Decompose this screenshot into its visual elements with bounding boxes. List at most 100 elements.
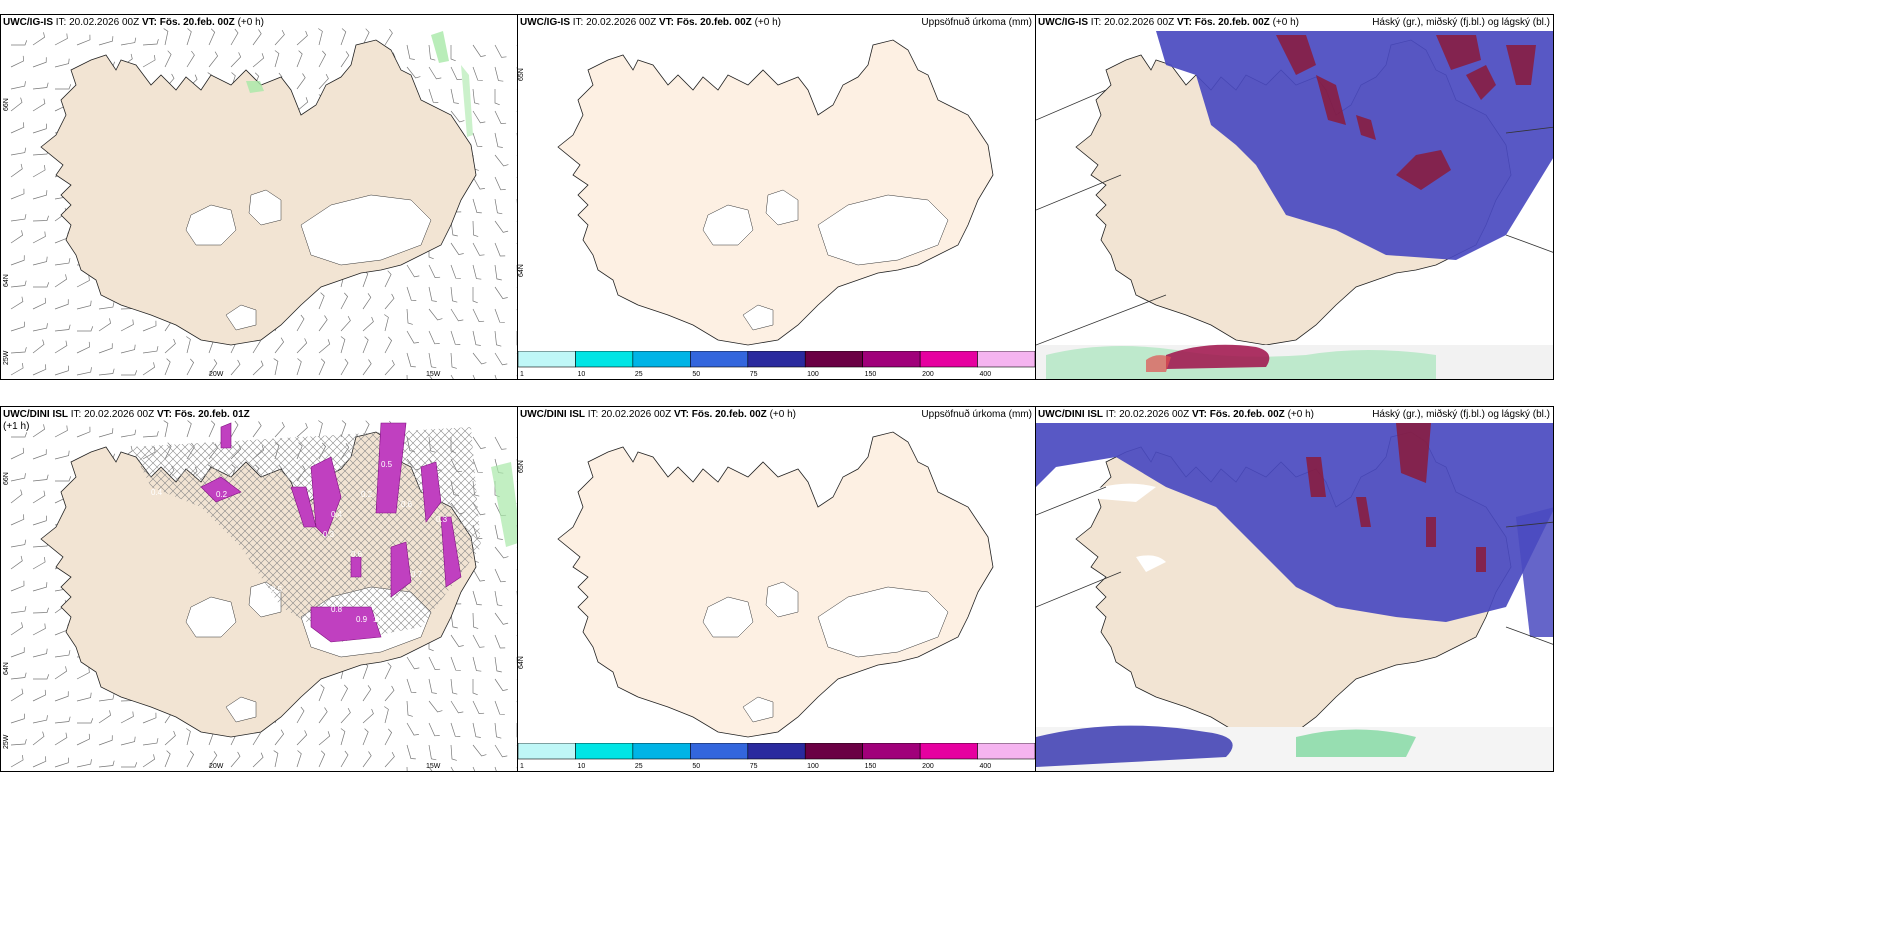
- wind-barb: [318, 731, 331, 746]
- wind-barb: [252, 53, 265, 68]
- wind-barb: [472, 308, 485, 322]
- wind-barb: [10, 280, 27, 288]
- wind-barb: [472, 744, 487, 757]
- wind-barb: [98, 343, 113, 354]
- lat-label: 64N: [518, 656, 525, 669]
- wind-barb: [296, 314, 305, 332]
- wind-barb: [494, 352, 508, 366]
- wind-barb: [428, 656, 441, 670]
- colorbar-swatch: [919, 743, 978, 760]
- wind-barb: [318, 420, 323, 438]
- wind-barb: [472, 88, 480, 105]
- wind-barb: [10, 230, 23, 244]
- lat-label: 64N: [3, 662, 10, 675]
- glacier: [225, 696, 257, 723]
- wind-barb: [296, 750, 302, 768]
- colorbar-tick-label: 150: [865, 371, 877, 378]
- wind-barb: [428, 264, 441, 278]
- wind-barb: [494, 722, 502, 739]
- contour-label: 0.5: [271, 585, 283, 594]
- wind-barb: [318, 684, 325, 702]
- wind-barb: [32, 231, 46, 244]
- wind-barb: [32, 190, 48, 200]
- wind-barb: [318, 73, 329, 90]
- wind-barb: [450, 308, 464, 322]
- wind-barb: [54, 666, 67, 680]
- wind-barb: [10, 163, 23, 178]
- wind-barb: [10, 739, 27, 746]
- panel-field-label: Háský (gr.), miðský (fj.bl.) og lágský (…: [1372, 409, 1550, 420]
- wind-barb: [10, 321, 25, 332]
- wind-barb: [406, 744, 416, 760]
- wind-barb: [186, 420, 192, 438]
- wind-barb: [32, 756, 47, 768]
- wind-barb: [296, 422, 308, 438]
- colorbar-tick-label: 100: [807, 763, 819, 770]
- lon-label: 15W: [426, 371, 441, 378]
- wind-barb: [32, 165, 46, 178]
- lat-label: 65N: [518, 68, 525, 81]
- wind-barb: [472, 330, 481, 346]
- wind-barb: [384, 662, 392, 680]
- wind-barb: [384, 270, 392, 288]
- wind-barb: [76, 300, 92, 310]
- wind-barb: [54, 33, 68, 46]
- wind-barb: [384, 359, 395, 376]
- wind-barb: [472, 656, 482, 672]
- glacier: [225, 304, 257, 331]
- wind-barb: [472, 766, 476, 771]
- wind-barb: [494, 330, 502, 347]
- wind-barb: [450, 612, 458, 629]
- lat-label: 25W: [3, 350, 10, 365]
- wind-barb: [10, 255, 25, 266]
- wind-barb: [296, 30, 308, 46]
- wind-barb: [77, 326, 94, 332]
- wind-barb: [11, 432, 28, 438]
- wind-barb: [55, 84, 72, 90]
- wind-barb: [450, 352, 457, 369]
- glacier: [765, 189, 799, 226]
- wind-barb: [362, 28, 370, 46]
- colorbar-tick-label: 10: [577, 371, 585, 378]
- wind-barb: [10, 580, 25, 592]
- wind-barb: [10, 555, 23, 570]
- wind-barb: [472, 110, 486, 124]
- wind-barb: [428, 766, 433, 771]
- panel-field-label: Uppsöfnuð úrkoma (mm): [921, 409, 1032, 420]
- wind-barb: [406, 722, 419, 736]
- wind-barb: [120, 711, 134, 724]
- wind-barb: [10, 363, 24, 376]
- wind-barb: [10, 97, 23, 112]
- wind-barb: [494, 744, 508, 758]
- wind-barb: [494, 198, 503, 215]
- colorbar-tick-label: 200: [922, 763, 934, 770]
- wind-barb: [428, 44, 436, 61]
- glacier: [742, 304, 774, 331]
- wind-barb: [494, 374, 497, 379]
- wind-barb: [32, 364, 47, 376]
- contour-label: 0.4: [151, 488, 163, 497]
- colorbar-tick-label: 50: [692, 763, 700, 770]
- wind-precip-map: 0.5 0.2 0.4 0.3 0.6 0.7 0.8 0.9 1.0 0.1 0.5 0.2 0.4 0…: [10, 420, 517, 771]
- map-panel-cloud-top: UWC/IG-IS IT: 20.02.2026 00Z VT: Fös. 20…: [1035, 14, 1554, 380]
- wind-barb: [450, 264, 461, 279]
- wind-barb: [494, 89, 500, 106]
- lon-label: 20W: [209, 371, 224, 378]
- wind-barb: [472, 722, 481, 738]
- wind-barb: [428, 744, 437, 761]
- wind-barb: [98, 302, 115, 310]
- colorbar-tick-label: 10: [577, 763, 585, 770]
- wind-barb: [472, 568, 485, 582]
- wind-barb: [32, 648, 48, 658]
- wind-barb: [494, 242, 506, 257]
- wind-barb: [494, 634, 506, 649]
- lat-label: 64N: [3, 274, 10, 287]
- wind-barb: [10, 147, 27, 156]
- wind-barb: [494, 590, 503, 607]
- wind-barb: [494, 154, 509, 167]
- wind-barb: [98, 694, 115, 702]
- glacier: [765, 581, 799, 618]
- wind-barb: [10, 447, 24, 460]
- glacier: [185, 204, 237, 246]
- wind-barb: [472, 264, 482, 280]
